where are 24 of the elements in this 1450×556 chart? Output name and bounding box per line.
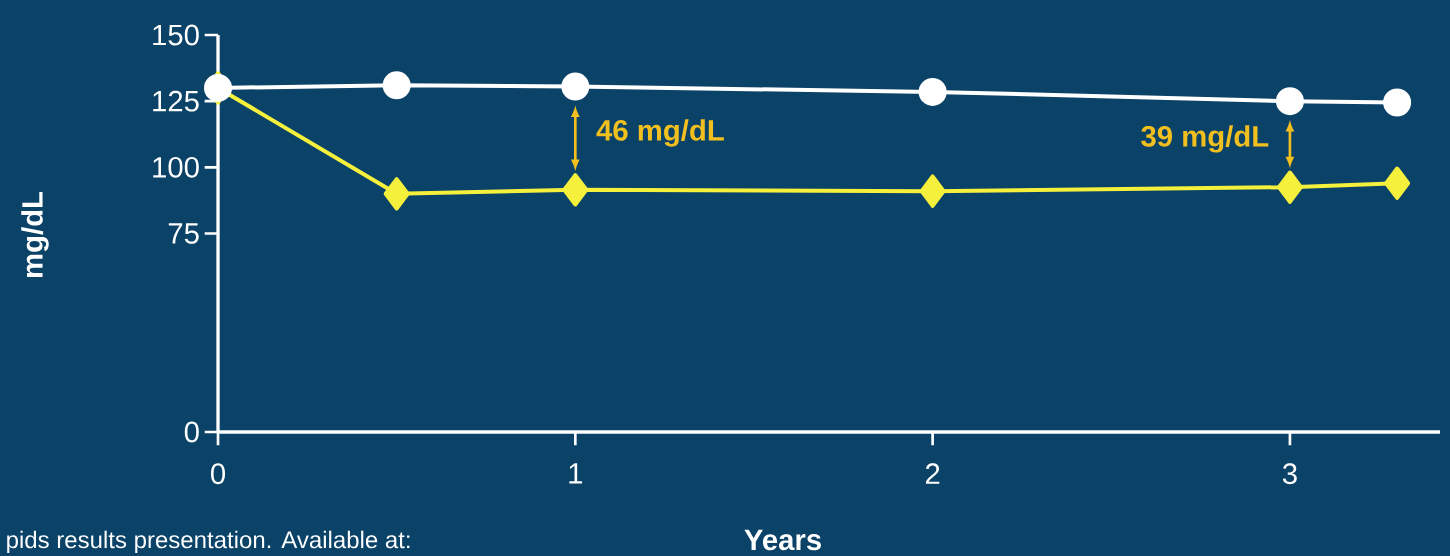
point (1275, 87, 1304, 116)
point (1383, 88, 1412, 117)
x-tick-label: 1 (569, 463, 583, 484)
y-axis-title: mg/dL (21, 191, 49, 278)
point (561, 72, 590, 101)
point (1384, 166, 1411, 200)
point (918, 77, 947, 106)
point (919, 174, 946, 208)
point (383, 177, 410, 211)
x-tick-label: 3 (1282, 463, 1297, 485)
y-tick-label: 75 (168, 223, 199, 244)
x-tick-label: 2 (925, 463, 940, 484)
point (382, 71, 411, 100)
text: pids results presentation. Available at: (7, 530, 410, 554)
y-tick-label: 150 (153, 24, 199, 46)
point (562, 173, 589, 207)
y-tick-label: 100 (153, 156, 199, 178)
y-tick-label: 0 (184, 421, 199, 443)
y-tick-label: 125 (153, 90, 199, 112)
point (1276, 170, 1303, 204)
x-tick-label: 0 (211, 463, 226, 485)
annotation: 39 mg/dL (1141, 125, 1269, 153)
annotation: 46 mg/dL (596, 119, 724, 147)
x-axis-title: Years (744, 529, 821, 551)
